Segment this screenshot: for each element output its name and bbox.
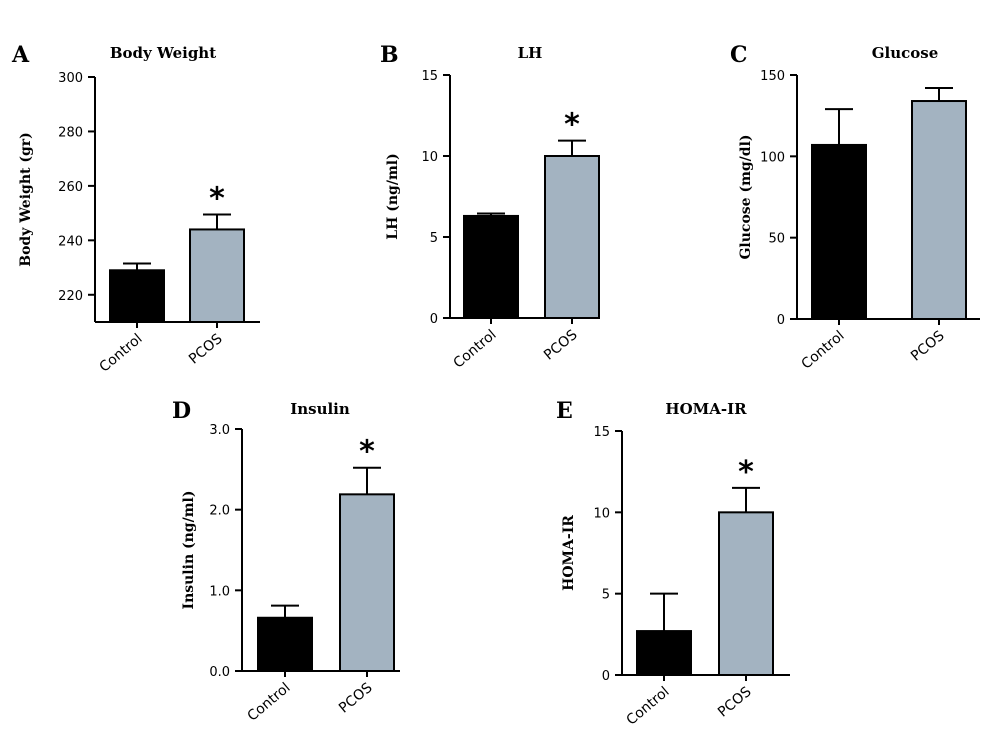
bar-b-pcos xyxy=(544,155,600,319)
panel-title-c: Glucose xyxy=(872,44,939,62)
y-tick-label-a: 300 xyxy=(58,71,83,86)
y-tick-label-a: 220 xyxy=(58,289,83,304)
x-tick-label-a: PCOS xyxy=(186,331,226,368)
x-tick-label-c: PCOS xyxy=(908,328,948,365)
bar-c-control xyxy=(811,143,867,320)
y-tick-label-e: 0 xyxy=(602,669,610,684)
significance-marker-d: * xyxy=(359,435,375,470)
panel-letter-b: B xyxy=(380,42,399,68)
significance-marker-e: * xyxy=(738,455,754,490)
panel-e: E HOMA-IR HOMA-IR 0 5 10 15 Control PCOS * xyxy=(556,398,790,729)
y-tick-label-e: 10 xyxy=(593,506,610,521)
y-tick-label-b: 0 xyxy=(430,312,438,327)
y-axis-label-e: HOMA-IR xyxy=(561,515,577,591)
panel-letter-a: A xyxy=(11,42,30,68)
bar-e-control xyxy=(636,630,692,677)
y-tick-label-d: 0.0 xyxy=(209,665,230,680)
y-tick-label-c: 50 xyxy=(768,232,785,247)
y-tick-label-e: 15 xyxy=(593,425,610,440)
bar-b-control xyxy=(463,214,519,319)
bar-a-pcos xyxy=(189,228,245,323)
y-tick-label-d: 1.0 xyxy=(209,584,230,599)
bar-a-control xyxy=(109,269,165,323)
x-tick-label-e: Control xyxy=(624,684,673,729)
x-tick-label-d: Control xyxy=(245,680,294,725)
x-tick-label-d: PCOS xyxy=(336,680,376,717)
y-tick-label-d: 3.0 xyxy=(209,423,230,438)
x-tick-label-e: PCOS xyxy=(715,684,755,721)
y-tick-label-d: 2.0 xyxy=(209,504,230,519)
y-axis-label-d: Insulin (ng/ml) xyxy=(181,491,197,610)
significance-marker-a: * xyxy=(209,181,225,216)
panel-title-e: HOMA-IR xyxy=(665,400,747,418)
y-tick-label-b: 5 xyxy=(430,231,438,246)
panel-c: C Glucose Glucose (mg/dl) 0 50 100 150 Control P… xyxy=(730,42,980,373)
x-tick-label-c: Control xyxy=(799,328,848,373)
y-tick-label-c: 0 xyxy=(777,313,785,328)
bar-d-pcos xyxy=(339,493,395,672)
panel-title-d: Insulin xyxy=(290,400,350,418)
y-axis-label-b: LH (ng/ml) xyxy=(385,153,401,239)
y-tick-label-a: 260 xyxy=(58,180,83,195)
y-tick-label-e: 5 xyxy=(602,588,610,603)
panel-letter-d: D xyxy=(172,398,191,424)
x-tick-label-b: PCOS xyxy=(541,327,581,364)
x-tick-label-a: Control xyxy=(97,331,146,376)
bar-e-pcos xyxy=(718,511,774,676)
significance-marker-b: * xyxy=(564,108,580,143)
y-axis-label-a: Body Weight (gr) xyxy=(18,132,34,267)
panel-letter-c: C xyxy=(730,42,748,68)
panel-title-b: LH xyxy=(518,44,543,62)
panel-d: D Insulin Insulin (ng/ml) 0.0 1.0 2.0 3.0 Contr… xyxy=(172,398,400,725)
y-tick-label-a: 280 xyxy=(58,125,83,140)
y-tick-label-a: 240 xyxy=(58,234,83,249)
panel-a: A Body Weight Body Weight (gr) 220 240 260 280… xyxy=(11,42,260,376)
y-tick-label-b: 10 xyxy=(421,150,438,165)
y-tick-label-c: 100 xyxy=(760,150,785,165)
bar-d-control xyxy=(257,616,313,673)
panel-b: B LH LH (ng/ml) 0 5 10 15 Control PCOS * xyxy=(380,42,600,372)
x-tick-label-b: Control xyxy=(451,327,500,372)
bar-c-pcos xyxy=(911,100,967,320)
y-tick-label-c: 150 xyxy=(760,69,785,84)
y-axis-label-c: Glucose (mg/dl) xyxy=(738,134,754,259)
y-tick-label-b: 15 xyxy=(421,69,438,84)
panel-letter-e: E xyxy=(556,398,573,424)
panel-title-a: Body Weight xyxy=(110,44,216,62)
